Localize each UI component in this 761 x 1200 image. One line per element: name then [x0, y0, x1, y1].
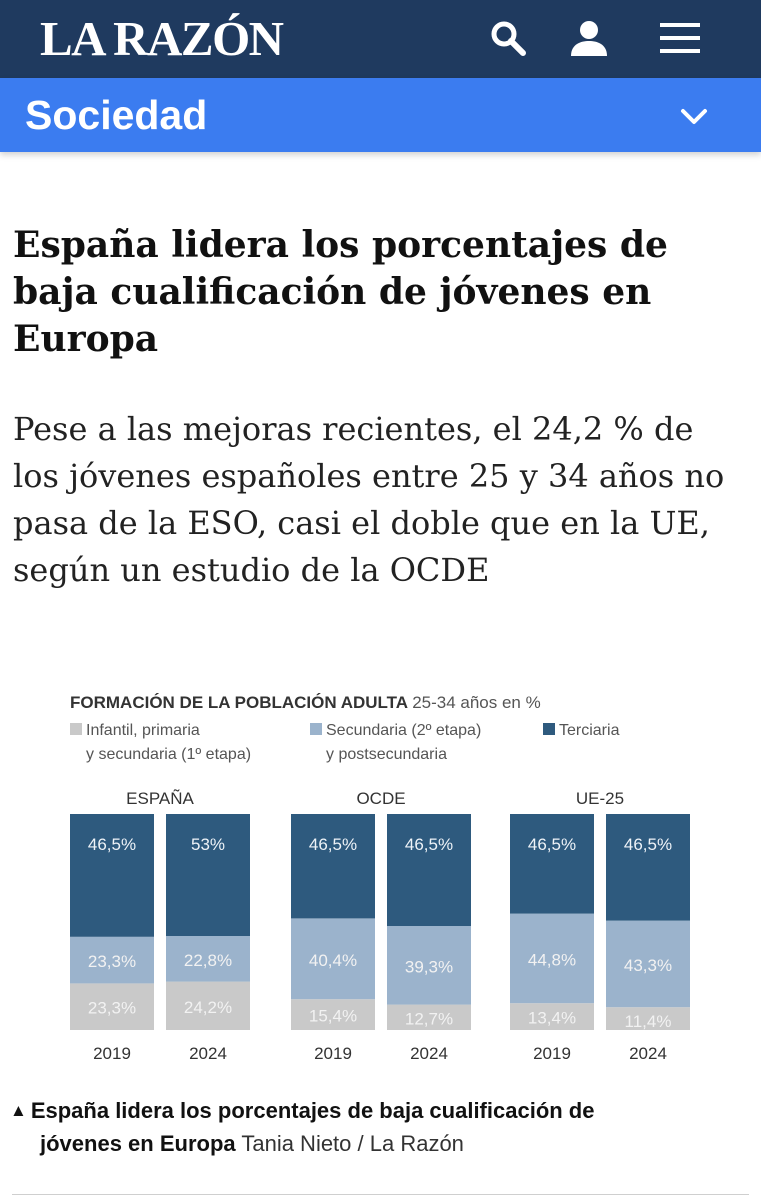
chart-figure: FORMACIÓN DE LA POBLACIÓN ADULTA 25-34 a… [0, 678, 761, 1078]
stacked-bar-chart: FORMACIÓN DE LA POBLACIÓN ADULTA 25-34 a… [70, 693, 690, 1063]
chart-title: FORMACIÓN DE LA POBLACIÓN ADULTA 25-34 a… [70, 693, 541, 712]
triangle-up-icon: ▲ [10, 1101, 27, 1120]
data-label: 22,8% [184, 951, 232, 970]
legend-label-1: Infantil, primaria [86, 722, 200, 739]
legend-label-2: Secundaria (2º etapa) [326, 722, 481, 739]
bar-segment [510, 913, 594, 1004]
bar-segment [387, 1004, 471, 1030]
bar-segment [387, 814, 471, 926]
data-label: 23,3% [88, 952, 136, 971]
year-label: 2019 [314, 1044, 352, 1063]
data-label: 40,4% [309, 951, 357, 970]
legend-label-3: Terciaria [559, 722, 620, 739]
year-label: 2024 [410, 1044, 448, 1063]
divider [12, 1194, 749, 1195]
year-label: 2019 [93, 1044, 131, 1063]
data-label: 11,4% [625, 1012, 672, 1031]
bar-segment [70, 983, 154, 1030]
bar-segment [291, 918, 375, 1000]
year-label: 2019 [533, 1044, 571, 1063]
data-label: 43,3% [624, 956, 672, 975]
data-label: 46,5% [405, 835, 453, 854]
caption-title-line1: España lidera los porcentajes de baja cu… [30, 1098, 595, 1123]
data-label: 46,5% [528, 835, 576, 854]
legend-swatch-3 [543, 723, 555, 735]
data-label: 23,3% [88, 999, 136, 1018]
bar-segment [70, 936, 154, 984]
legend-swatch-2 [310, 723, 322, 735]
section-title: Sociedad [25, 92, 208, 138]
data-label: 46,5% [309, 835, 357, 854]
caption-title-line2: jóvenes en Europa [40, 1131, 236, 1156]
data-label: 46,5% [624, 835, 672, 854]
site-logo[interactable]: LA RAZÓN [40, 11, 284, 66]
article-headline: España lidera los porcentajes de baja cu… [13, 224, 668, 360]
year-label: 2024 [629, 1044, 667, 1063]
group-label-ocde: OCDE [356, 789, 405, 808]
group-label-españa: ESPAÑA [126, 789, 194, 808]
group-label-ue-25: UE-25 [576, 789, 624, 808]
year-label: 2024 [189, 1044, 227, 1063]
chart-subtitle: 25-34 años en % [412, 693, 541, 712]
bar-segment [291, 999, 375, 1030]
search-icon[interactable] [486, 16, 530, 60]
bar-segment [70, 814, 154, 937]
bar-segment [510, 1003, 594, 1030]
data-label: 39,3% [405, 957, 453, 976]
data-label: 44,8% [528, 950, 576, 969]
menu-icon[interactable] [658, 16, 702, 60]
top-bar: LA RAZÓN [0, 0, 761, 78]
data-label: 53% [191, 835, 225, 854]
user-icon[interactable] [567, 16, 611, 60]
legend-label-1-line2: y secundaria (1º etapa) [86, 746, 251, 763]
article-subheadline: Pese a las mejoras recientes, el 24,2 % … [13, 410, 725, 589]
bar-segment [166, 936, 250, 982]
data-label: 12,7% [405, 1010, 453, 1029]
data-label: 13,4% [528, 1009, 576, 1028]
chevron-down-icon[interactable] [676, 98, 712, 134]
bar-segment [606, 920, 690, 1008]
legend-swatch-1 [70, 723, 82, 735]
legend-label-2-line2: y postsecundaria [326, 746, 447, 763]
image-caption: ▲ España lidera los porcentajes de baja c… [10, 1094, 755, 1160]
caption-credit: Tania Nieto / La Razón [241, 1131, 464, 1156]
data-label: 46,5% [88, 835, 136, 854]
section-bar[interactable]: Sociedad [0, 78, 761, 152]
bar-segment [606, 814, 690, 921]
bar-segment [606, 1007, 690, 1030]
bar-segment [387, 926, 471, 1005]
data-label: 15,4% [309, 1007, 357, 1026]
data-label: 24,2% [184, 998, 232, 1017]
bar-segment [510, 814, 594, 914]
bar-segment [166, 981, 250, 1030]
bar-segment [166, 814, 250, 936]
bar-segment [291, 814, 375, 919]
